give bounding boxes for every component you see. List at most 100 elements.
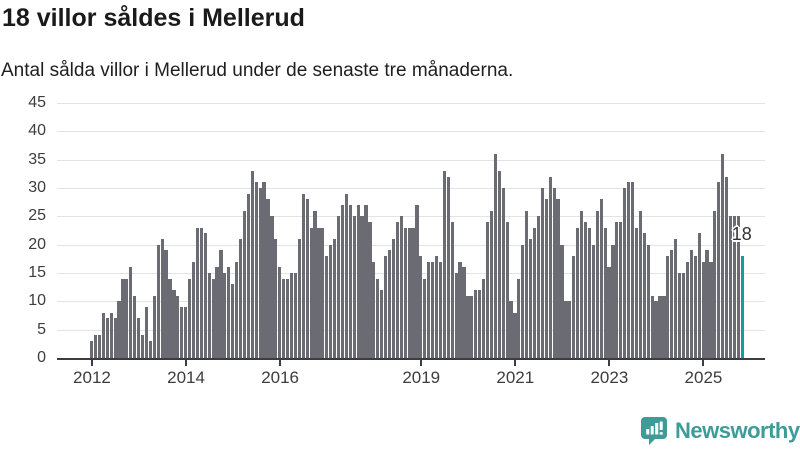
bar xyxy=(532,227,537,358)
x-axis-tick-mark xyxy=(608,360,611,366)
bar xyxy=(321,227,325,358)
bar xyxy=(223,273,227,358)
bar xyxy=(227,267,231,358)
bar xyxy=(552,188,556,358)
bar xyxy=(270,216,274,358)
bar xyxy=(121,278,125,358)
bar xyxy=(258,188,262,358)
bar xyxy=(560,244,564,358)
bar xyxy=(685,261,690,358)
bar xyxy=(521,244,525,358)
x-axis-tick-mark xyxy=(185,360,188,366)
bar xyxy=(478,290,482,358)
bar xyxy=(603,227,607,358)
y-axis-tick-label: 40 xyxy=(28,122,46,140)
bar xyxy=(219,250,223,358)
bar xyxy=(536,216,541,358)
bar xyxy=(90,341,94,358)
bar xyxy=(701,261,705,358)
x-axis-tick-label: 2014 xyxy=(167,368,205,387)
gridline xyxy=(57,244,765,246)
bar xyxy=(336,216,341,358)
bar xyxy=(125,278,129,358)
bar xyxy=(717,182,721,358)
gridline xyxy=(57,301,765,303)
bar xyxy=(176,295,180,358)
bar xyxy=(517,278,521,358)
bar xyxy=(195,227,200,358)
bar xyxy=(705,250,709,358)
bar xyxy=(246,193,250,358)
bar xyxy=(615,222,619,358)
bar xyxy=(442,171,446,358)
newsworthy-brand: Newsworthy xyxy=(640,416,800,446)
bar xyxy=(454,273,458,358)
bar xyxy=(317,227,321,358)
bar xyxy=(419,256,423,358)
x-axis-tick-label: 2016 xyxy=(261,368,300,387)
bar xyxy=(599,199,603,358)
bar xyxy=(356,205,360,358)
bar xyxy=(431,261,435,358)
bar xyxy=(313,210,317,358)
bar xyxy=(254,182,258,358)
bar xyxy=(482,278,486,358)
bar xyxy=(286,278,290,358)
bar xyxy=(207,273,211,358)
chart-subtitle: Antal sålda villor i Mellerud under de s… xyxy=(1,60,514,81)
bar xyxy=(548,176,552,358)
bar xyxy=(262,182,266,358)
bar xyxy=(697,233,701,358)
bar xyxy=(164,250,168,358)
bar xyxy=(489,210,494,358)
bar xyxy=(309,227,313,358)
gridline xyxy=(57,216,765,218)
bar xyxy=(721,154,725,358)
bar xyxy=(282,278,286,358)
bar xyxy=(650,295,654,358)
bar xyxy=(595,210,599,358)
bar xyxy=(387,250,392,358)
bar xyxy=(544,199,548,358)
bar xyxy=(403,227,407,358)
bar xyxy=(646,244,650,358)
bar xyxy=(434,256,439,358)
bar xyxy=(670,250,674,358)
bar xyxy=(630,182,635,358)
bar xyxy=(634,227,639,358)
bar xyxy=(423,278,427,358)
bar xyxy=(333,239,337,358)
bar xyxy=(576,227,580,358)
bar xyxy=(462,267,466,358)
bar xyxy=(242,210,247,358)
bar xyxy=(391,239,396,358)
bar xyxy=(152,295,156,358)
bar xyxy=(250,171,254,358)
bar xyxy=(411,227,415,358)
bar xyxy=(619,222,623,358)
bar xyxy=(329,244,333,358)
bar xyxy=(172,290,176,358)
bar xyxy=(231,284,235,358)
bar xyxy=(278,267,282,358)
bar xyxy=(129,267,133,358)
bar xyxy=(293,273,298,358)
bar xyxy=(470,295,474,358)
x-axis-tick-mark xyxy=(279,360,282,366)
bar xyxy=(587,227,592,358)
bar xyxy=(580,210,584,358)
gridline xyxy=(57,159,765,161)
bar xyxy=(144,307,149,358)
bar xyxy=(364,205,368,358)
bar xyxy=(340,205,345,358)
page-title: 18 villor såldes i Mellerud xyxy=(2,4,305,32)
x-axis-tick-label: 2012 xyxy=(73,368,111,387)
bar xyxy=(305,199,309,358)
bar xyxy=(215,267,219,358)
bar xyxy=(352,216,356,358)
bar xyxy=(184,307,188,358)
bar xyxy=(301,193,305,358)
bar xyxy=(732,216,737,358)
bar xyxy=(736,216,740,358)
y-axis-tick-label: 45 xyxy=(28,94,46,111)
